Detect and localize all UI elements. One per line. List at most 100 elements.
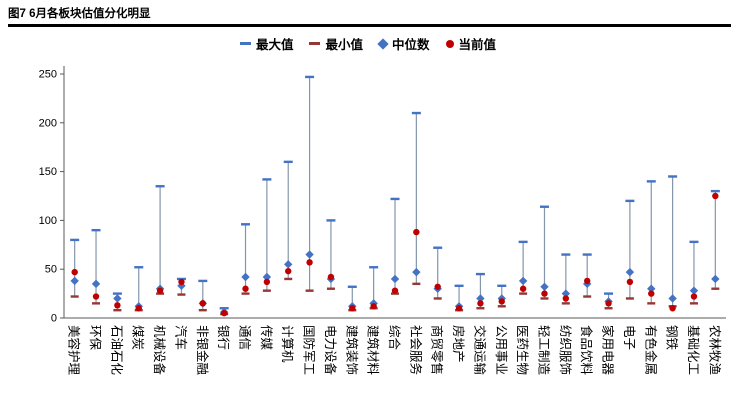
current-marker [349,305,356,312]
median-marker [668,294,677,303]
category-series-18: 房地产 [451,284,466,363]
current-marker [156,287,164,294]
legend-label-max: 最大值 [255,38,294,52]
category-series-24: 食品饮料 [579,253,594,376]
category-series-27: 有色金属 [643,180,658,375]
median-marker [540,282,549,291]
x-tick-label: 环保 [88,325,102,351]
current-marker [562,295,570,302]
category-series-8: 通信 [238,223,252,350]
category-series-10: 计算机 [280,160,295,363]
category-series-26: 电子 [622,199,636,350]
chart-area: 0 50 100 150 200 250 美容护理 环保 石油石化 煤炭 机械设备 汽车 非银金融 银行通… [0,58,736,415]
title-underline [8,24,731,27]
x-tick-label: 机械设备 [152,325,167,376]
chart: 0 50 100 150 200 250 美容护理 环保 石油石化 煤炭 机械设备 汽车 非银金融 银行通… [39,66,726,376]
category-series-28: 钢铁 [665,175,679,351]
category-series-4: 机械设备 [152,185,167,376]
current-marker [605,300,612,307]
current-marker [626,278,634,286]
current-marker [413,228,420,236]
median-marker [241,272,250,282]
current-marker [370,303,377,310]
median-marker [689,286,699,295]
legend-label-median: 中位数 [392,38,430,52]
current-marker [391,287,399,294]
y-tick-label: 200 [39,117,57,129]
category-series-6: 非银金融 [195,279,210,376]
category-series-15: 综合 [387,197,402,351]
x-tick-label: 基础化工 [686,325,700,375]
x-tick-label: 家用电器 [601,325,616,376]
median-marker [91,279,101,289]
current-marker [519,285,527,292]
legend-item-min: 最小值 [309,34,363,53]
category-series-29: 基础化工 [686,240,700,375]
current-marker [114,302,121,309]
current-marker [434,283,441,290]
category-series-17: 商贸零售 [430,246,445,375]
current-marker [477,300,484,307]
category-series-3: 煤炭 [131,266,145,350]
category-series-14: 建筑材料 [366,266,381,376]
x-tick-label: 建筑材料 [366,325,381,376]
x-tick-label: 传媒 [259,325,274,351]
x-tick-label: 汽车 [173,325,188,350]
x-tick-label: 综合 [387,325,402,351]
y-tick-label: 150 [39,166,57,178]
median-marker [625,267,635,277]
max-marker-icon [239,42,251,45]
current-marker [220,309,228,317]
x-tick-label: 商贸零售 [430,325,445,375]
x-tick-label: 交通运输 [472,325,487,376]
category-series-11: 国防军工 [302,75,317,375]
min-marker-icon [309,42,321,45]
current-marker [242,285,249,292]
category-series-9: 传媒 [259,178,274,351]
y-tick-label: 100 [39,215,57,227]
legend-item-current: 当前值 [445,34,496,53]
x-tick-label: 电力设备 [323,325,338,376]
current-marker [306,259,313,266]
current-marker-icon [445,39,454,48]
current-marker [135,305,142,312]
current-marker [92,293,100,300]
current-marker [583,277,591,285]
category-series-16: 社会服务 [408,111,423,375]
current-marker [541,290,548,297]
category-series-19: 交通运输 [472,272,487,376]
median-marker [711,274,720,284]
legend-item-median: 中位数 [377,34,430,53]
current-marker [455,305,463,312]
median-marker [518,276,528,286]
median-marker [561,289,571,298]
current-marker [498,298,505,305]
x-tick-label: 公用事业 [494,325,508,375]
category-series-2: 石油石化 [109,292,123,376]
x-tick-label: 房地产 [451,325,466,363]
y-tick-label: 50 [45,264,57,276]
category-series-12: 电力设备 [323,219,338,376]
y-tick-label: 0 [51,313,57,325]
x-tick-label: 有色金属 [643,325,658,375]
x-tick-label: 农林牧渔 [707,325,721,375]
current-marker [669,305,676,312]
category-series-0: 美容护理 [67,238,82,376]
category-series-21: 医药生物 [515,240,529,375]
category-series-25: 家用电器 [601,292,616,376]
median-marker [305,250,314,259]
category-series-5: 汽车 [173,277,188,350]
current-marker [712,192,719,200]
x-tick-label: 煤炭 [131,325,145,350]
median-marker [262,272,272,282]
median-marker [647,284,656,293]
legend-item-max: 最大值 [239,34,294,53]
x-tick-label: 建筑装饰 [344,325,359,375]
category-series-20: 公用事业 [494,284,508,375]
y-tick-label: 250 [39,69,57,81]
current-marker [178,278,185,286]
category-series-7: 银行 [216,307,230,350]
current-marker [327,273,335,281]
chart-legend: 最大值 最小值 中位数 当前值 [0,34,736,53]
